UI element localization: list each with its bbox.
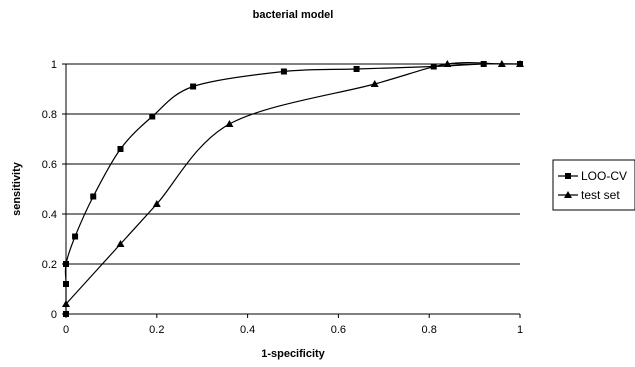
- x-tick-label: 0.2: [149, 324, 164, 336]
- data-point-loo-cv: [90, 193, 97, 200]
- data-point-test-set: [497, 60, 506, 67]
- y-axis-title: sensitivity: [11, 161, 23, 216]
- data-point-loo-cv: [117, 146, 124, 152]
- series-line-loo-cv: [64, 63, 521, 314]
- data-point-loo-cv: [280, 68, 287, 75]
- x-tick-label: 0.4: [240, 324, 255, 336]
- data-point-loo-cv: [63, 311, 69, 317]
- data-point-test-set: [62, 300, 70, 307]
- y-tick-label: 0.2: [42, 259, 57, 271]
- legend: LOO-CV test set: [552, 159, 635, 211]
- y-tick-label: 0.6: [42, 159, 57, 171]
- data-point-test-set: [152, 200, 161, 207]
- data-point-loo-cv: [480, 61, 487, 67]
- data-point-loo-cv: [63, 261, 69, 267]
- legend-box: [552, 159, 635, 211]
- y-tick-label: 0.4: [42, 209, 57, 221]
- tick-labels: 0 0.2 0.4 0.6 0.8 1 0 0.2 0.4 0.6 0.8 1: [42, 59, 523, 336]
- data-point-loo-cv: [63, 281, 69, 287]
- y-tick-label: 0.8: [42, 109, 57, 121]
- series-line-test-set: [65, 61, 520, 305]
- legend-marker-test-set: [564, 191, 572, 198]
- data-point-test-set: [443, 60, 452, 67]
- chart-title: bacterial model: [253, 9, 334, 21]
- data-point-test-set: [116, 240, 125, 247]
- y-tick-label: 1: [51, 59, 57, 71]
- data-point-test-set: [370, 80, 379, 87]
- series: [62, 60, 524, 317]
- legend-marker-loo-cv: [565, 173, 571, 179]
- gridlines: [66, 63, 520, 265]
- data-point-loo-cv: [72, 233, 79, 240]
- x-tick-label: 0.6: [331, 324, 346, 336]
- x-tick-label: 0.8: [422, 324, 437, 336]
- y-tick-label: 0: [51, 309, 57, 321]
- series-test-set: [62, 60, 524, 307]
- data-point-loo-cv: [190, 83, 197, 90]
- series-loo-cv: [63, 61, 523, 317]
- x-tick-label: 0: [63, 324, 69, 336]
- data-point-test-set: [225, 120, 234, 127]
- x-axis-title: 1-specificity: [261, 348, 325, 360]
- data-point-loo-cv: [149, 113, 156, 120]
- data-point-test-set: [516, 60, 524, 67]
- data-point-loo-cv: [353, 66, 360, 72]
- x-tick-label: 1: [517, 324, 523, 336]
- legend-label-test-set: test set: [581, 188, 620, 202]
- axes: [62, 63, 521, 318]
- legend-label-loo-cv: LOO-CV: [581, 169, 627, 183]
